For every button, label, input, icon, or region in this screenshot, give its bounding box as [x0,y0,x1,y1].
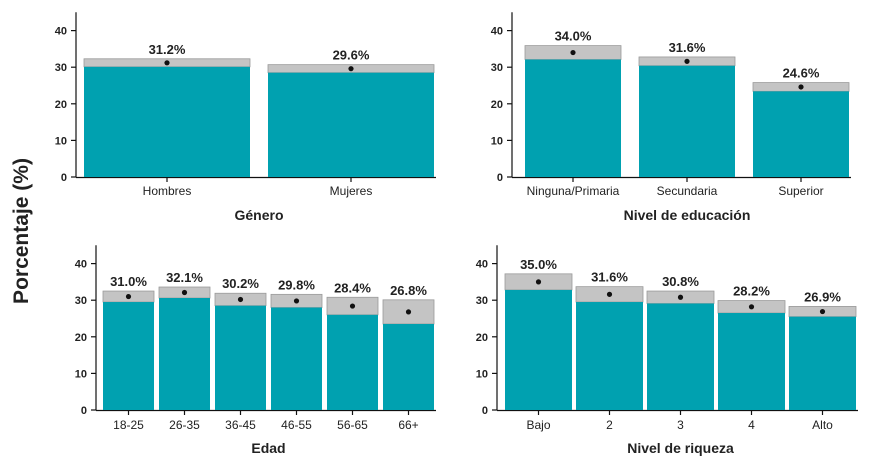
bar [576,302,643,410]
value-label: 30.8% [662,274,699,289]
category-label: Bajo [526,418,550,432]
estimate-dot [748,304,755,310]
x-axis-title: Género [234,207,283,223]
y-tick-label: 30 [491,62,503,74]
y-tick-label: 10 [491,135,503,147]
bar [789,316,856,410]
value-label: 31.2% [149,42,186,57]
category-label: Mujeres [330,184,373,198]
value-label: 31.0% [110,274,147,289]
estimate-dot [237,296,244,303]
bar [525,59,621,177]
estimate-dot [164,60,170,66]
y-tick-label: 0 [482,405,488,417]
y-tick-label: 30 [75,295,87,307]
y-tick-label: 30 [476,295,488,307]
bar [647,303,714,410]
value-label: 34.0% [555,29,592,44]
estimate-dot [684,58,690,64]
x-axis-title: Nivel de educación [624,207,751,223]
bar [718,313,785,410]
y-tick-label: 10 [75,368,87,380]
category-label: Ninguna/Primaria [527,184,620,198]
y-tick-label: 40 [491,26,503,38]
bar [159,298,210,410]
value-label: 32.1% [166,270,203,285]
y-tick-label: 0 [61,172,67,184]
x-axis-title: Nivel de riqueza [627,440,734,456]
estimate-dot [125,293,132,300]
value-label: 35.0% [520,257,557,272]
category-label: Alto [812,418,833,432]
value-label: 26.8% [390,283,427,298]
y-tick-label: 20 [491,99,503,111]
estimate-dot [570,49,576,56]
y-tick-label: 40 [75,259,87,271]
value-label: 29.8% [278,277,315,292]
estimate-dot [606,291,613,297]
estimate-dot [405,309,412,315]
value-label: 30.2% [222,276,259,291]
estimate-dot [349,303,356,309]
bar [505,289,572,410]
bar [215,305,266,410]
estimate-dot [181,289,188,296]
y-tick-label: 40 [55,26,67,38]
value-label: 24.6% [783,66,820,81]
value-label: 28.2% [733,284,770,299]
bar [383,323,434,410]
estimate-dot [535,279,542,285]
y-tick-label: 0 [81,405,87,417]
estimate-dot [348,66,354,72]
y-tick-label: 10 [476,368,488,380]
y-tick-label: 10 [55,135,67,147]
bar [639,65,735,177]
category-label: 56-65 [337,418,368,432]
value-label: 29.6% [333,48,370,63]
category-label: Superior [778,184,823,198]
category-label: Secundaria [657,184,718,198]
bar [103,302,154,410]
x-axis-title: Edad [251,440,285,456]
estimate-dot [293,298,300,304]
category-label: 18-25 [113,418,144,432]
y-tick-label: 30 [55,62,67,74]
estimate-dot [677,294,684,300]
category-label: 3 [677,418,684,432]
category-label: 46-55 [281,418,312,432]
category-label: 2 [606,418,613,432]
category-label: 4 [748,418,755,432]
bar [327,314,378,410]
bar [84,66,250,177]
value-label: 31.6% [669,40,706,55]
estimate-dot [798,84,804,90]
bar [268,72,434,177]
y-tick-label: 0 [497,172,503,184]
bar [271,307,322,410]
bar [753,91,849,177]
y-tick-label: 40 [476,259,488,271]
category-label: 66+ [398,418,418,432]
y-tick-label: 20 [476,332,488,344]
value-label: 26.9% [804,289,841,304]
category-label: 26-35 [169,418,200,432]
y-tick-label: 20 [55,99,67,111]
y-tick-label: 20 [75,332,87,344]
value-label: 28.4% [334,280,371,295]
category-label: Hombres [143,184,192,198]
estimate-dot [819,308,826,315]
value-label: 31.6% [591,270,628,285]
category-label: 36-45 [225,418,256,432]
